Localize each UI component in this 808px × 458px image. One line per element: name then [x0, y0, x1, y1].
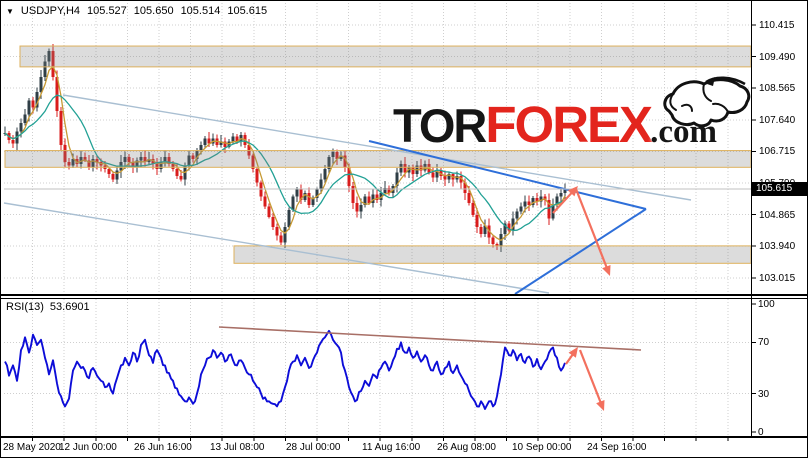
rsi-trendline[interactable]	[218, 326, 642, 351]
ma-slow-line	[4, 94, 566, 232]
price-tick-label: 106.715	[759, 146, 796, 158]
time-tick-label: 28 May 2020	[3, 442, 61, 453]
rsi-header: RSI(13) 53.6901	[6, 301, 90, 313]
price-tick-label: 109.490	[759, 51, 796, 63]
grid-layer	[4, 3, 751, 435]
symbol-label: USDJPY,H4	[20, 5, 81, 17]
rsi-tick-label: 100	[758, 299, 775, 310]
rsi-tick-label: 0	[758, 427, 764, 438]
quote-open: 105.527	[87, 5, 127, 17]
trendlines[interactable]	[3, 94, 751, 295]
collapse-triangle-icon[interactable]: ▼	[6, 6, 14, 16]
time-tick-label: 24 Sep 16:00	[587, 442, 647, 453]
time-tick-label: 26 Aug 08:00	[437, 442, 496, 453]
time-tick-label: 26 Jun 16:00	[134, 442, 192, 453]
channel-upper[interactable]	[62, 94, 692, 201]
resistance-zone-106.715[interactable]	[4, 150, 752, 168]
price-tick-label: 104.865	[759, 209, 796, 221]
rsi-series	[4, 326, 642, 411]
channel-lower[interactable]	[3, 202, 550, 294]
time-tick-label: 11 Aug 16:00	[362, 442, 421, 453]
rsi-tick-label: 30	[758, 388, 770, 400]
price-tick-label: 110.415	[759, 20, 795, 32]
wedge-upper[interactable]	[368, 140, 647, 210]
time-tick-label: 12 Jun 00:00	[59, 442, 117, 453]
price-tick-label: 103.940	[759, 241, 796, 253]
time-tick-label: 10 Sep 00:00	[512, 442, 572, 453]
rsi-value: 53.6901	[49, 301, 90, 313]
rsi-tick-label: 70	[758, 337, 770, 349]
rsi-line	[4, 329, 566, 410]
support-resistance-zones[interactable]	[4, 45, 752, 264]
candlestick-series[interactable]	[3, 44, 567, 253]
price-tick-label: 103.015	[759, 272, 796, 284]
quote-close: 105.615	[227, 5, 268, 17]
rsi-label: RSI(13)	[6, 301, 44, 313]
quote-low: 105.514	[180, 5, 221, 17]
quote-high: 105.650	[133, 5, 174, 17]
forecast-arrows[interactable]	[552, 186, 611, 276]
symbol-header: ▼ USDJPY,H4 105.527 105.650 105.514 105.…	[6, 5, 267, 17]
price-tick-label: 108.565	[759, 83, 796, 95]
resistance-zone-109.490[interactable]	[19, 45, 752, 68]
pane-frames	[1, 1, 807, 441]
support-zone-103.940[interactable]	[233, 245, 752, 264]
price-tick-label: 107.640	[759, 114, 796, 126]
current-price-tag: 105.615	[752, 182, 807, 196]
time-tick-label: 28 Jul 00:00	[286, 442, 341, 453]
ma-fast-line	[4, 65, 566, 242]
time-tick-label: 13 Jul 08:00	[210, 442, 265, 453]
wedge-lower[interactable]	[514, 208, 647, 295]
